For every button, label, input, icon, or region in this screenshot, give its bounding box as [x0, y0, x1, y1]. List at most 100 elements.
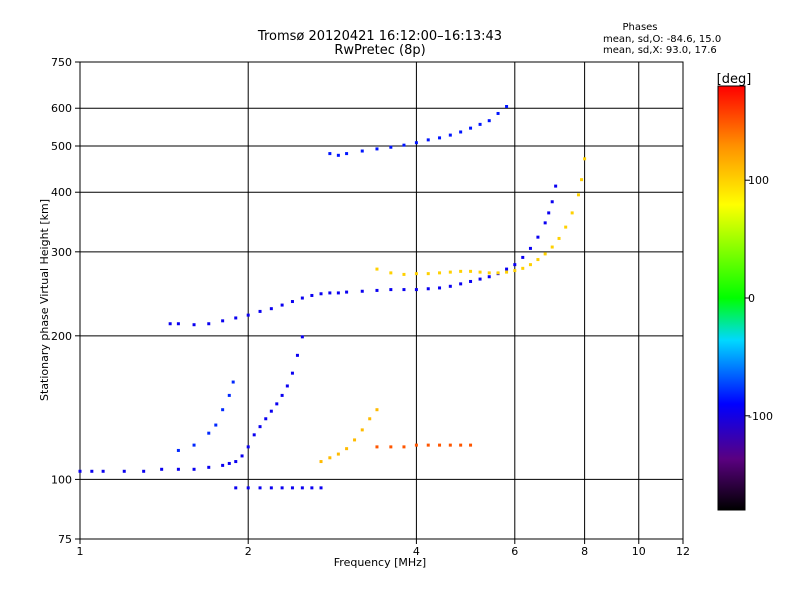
data-point	[375, 408, 379, 412]
data-point	[513, 269, 517, 273]
data-point	[336, 291, 340, 295]
data-point	[328, 291, 332, 295]
data-point	[345, 447, 349, 451]
data-point	[459, 130, 463, 134]
data-point	[345, 152, 349, 156]
data-point	[414, 272, 418, 276]
y-tick-label: 75	[58, 533, 72, 546]
data-point	[426, 287, 430, 291]
data-point	[448, 270, 452, 274]
data-point	[389, 145, 393, 149]
colorbar-ticks: 100 0 -100	[745, 174, 773, 423]
data-point	[496, 111, 500, 115]
data-point	[275, 402, 279, 406]
stats-x-mode: mean, sd,X: 93.0, 17.6	[603, 45, 717, 56]
x-tick-label: 12	[676, 545, 690, 558]
data-point	[459, 269, 463, 273]
data-point	[227, 393, 231, 397]
data-point	[300, 335, 304, 339]
data-point	[580, 178, 584, 182]
data-point	[252, 433, 256, 437]
data-point	[459, 282, 463, 286]
data-point	[414, 443, 418, 447]
data-point	[258, 425, 262, 429]
data-point	[536, 235, 540, 239]
data-point	[207, 465, 211, 469]
x-tick-label: 1	[77, 545, 84, 558]
data-point	[258, 486, 262, 490]
data-point	[207, 431, 211, 435]
data-point	[353, 438, 357, 442]
data-point	[360, 149, 364, 153]
data-point	[246, 445, 250, 449]
data-point	[328, 152, 332, 156]
data-point	[207, 322, 211, 326]
data-point	[78, 469, 82, 473]
data-point	[280, 303, 284, 307]
data-point	[389, 271, 393, 275]
data-point	[469, 443, 473, 447]
data-point	[389, 288, 393, 292]
y-tick-label: 500	[51, 140, 72, 153]
data-point	[122, 469, 126, 473]
y-axis-label: Stationary phase Virtual Height [km]	[38, 199, 51, 401]
colorbar	[717, 85, 746, 511]
data-point	[487, 271, 491, 275]
data-point	[402, 143, 406, 147]
data-point	[448, 133, 452, 137]
data-point	[280, 486, 284, 490]
data-point	[290, 486, 294, 490]
data-point	[300, 296, 304, 300]
colorbar-tick-label: -100	[748, 410, 773, 423]
grid-lines	[75, 61, 684, 544]
data-point	[576, 193, 580, 197]
data-point	[402, 288, 406, 292]
data-point	[521, 266, 525, 270]
data-point	[246, 313, 250, 317]
data-point	[168, 322, 172, 326]
data-point	[513, 263, 517, 267]
data-point	[375, 445, 379, 449]
data-point	[543, 252, 547, 256]
data-point	[414, 288, 418, 292]
colorbar-tick-label: 0	[748, 292, 755, 305]
colorbar-label: [deg]	[717, 72, 752, 87]
data-point	[505, 270, 509, 274]
data-point	[246, 486, 250, 490]
data-point	[319, 486, 323, 490]
data-point	[176, 467, 180, 471]
chart-subtitle: RwPretec (8p)	[334, 43, 425, 58]
data-point	[336, 153, 340, 157]
data-point	[258, 309, 262, 313]
data-point	[402, 272, 406, 276]
data-point	[375, 147, 379, 151]
data-point	[221, 319, 225, 323]
data-point	[231, 380, 235, 384]
data-point	[319, 460, 323, 464]
data-point	[192, 443, 196, 447]
x-tick-label: 4	[413, 545, 420, 558]
data-point	[487, 119, 491, 123]
stats-heading: Phases	[622, 22, 657, 33]
colorbar-tick-label: 100	[748, 174, 769, 187]
data-point	[280, 393, 284, 397]
data-point	[360, 428, 364, 432]
data-point	[543, 221, 547, 225]
x-axis-label: Frequency [MHz]	[334, 556, 426, 569]
data-point	[478, 270, 482, 274]
data-point	[469, 279, 473, 283]
data-point	[336, 452, 340, 456]
data-point	[176, 322, 180, 326]
data-point	[389, 445, 393, 449]
data-point	[550, 245, 554, 249]
data-point	[295, 353, 299, 357]
data-point	[375, 267, 379, 271]
data-point	[487, 275, 491, 279]
data-point	[234, 486, 238, 490]
data-point	[319, 292, 323, 296]
y-tick-label: 750	[51, 56, 72, 69]
data-point	[328, 456, 332, 460]
y-tick-label: 200	[51, 330, 72, 343]
data-point	[290, 371, 294, 375]
